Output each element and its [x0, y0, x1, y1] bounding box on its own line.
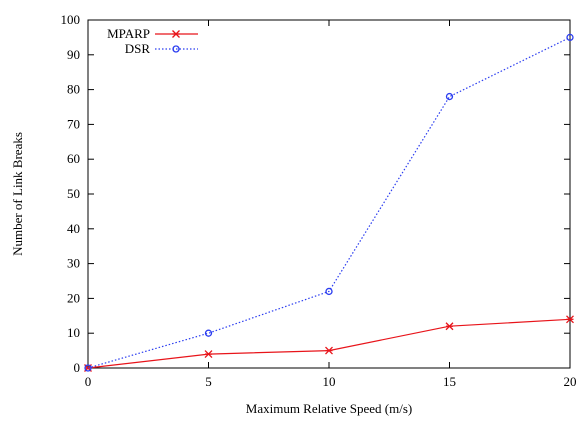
- legend-marker-mparp: [172, 30, 180, 38]
- data-point-mparp-3-stroke-2: [445, 322, 454, 331]
- y-tick-label: 10: [67, 325, 80, 340]
- x-tick-label: 15: [443, 374, 456, 389]
- data-point-dsr-4: [566, 33, 574, 42]
- y-tick-label: 90: [67, 47, 80, 62]
- x-axis-title: Maximum Relative Speed (m/s): [246, 401, 412, 416]
- y-tick-label: 0: [74, 360, 81, 375]
- y-tick-label: 80: [67, 82, 80, 97]
- y-axis-title: Number of Link Breaks: [10, 132, 25, 256]
- y-tick-label: 40: [67, 221, 80, 236]
- x-tick-label: 5: [205, 374, 212, 389]
- series-line-dsr: [87, 36, 571, 369]
- y-tick-label: 30: [67, 256, 80, 271]
- legend-marker-mparp-stroke-2: [172, 30, 180, 38]
- y-tick-label: 100: [61, 12, 81, 27]
- data-point-mparp-4: [566, 315, 574, 324]
- data-point-mparp-2: [325, 346, 333, 355]
- series-mparp: [84, 315, 574, 372]
- legend-label-dsr: DSR: [125, 41, 151, 56]
- y-tick-label: 60: [67, 151, 80, 166]
- y-tick-label: 50: [67, 186, 80, 201]
- series-line-mparp: [87, 318, 571, 369]
- data-point-mparp-3: [445, 322, 454, 331]
- y-tick-label: 20: [67, 290, 80, 305]
- data-point-dsr-3: [445, 92, 454, 101]
- data-point-mparp-2-stroke-2: [325, 346, 333, 355]
- data-point-dsr-0: [84, 364, 92, 372]
- data-point-mparp-1: [204, 350, 213, 359]
- x-tick-label: 0: [85, 374, 92, 389]
- plot-area-frame: [87, 19, 571, 369]
- x-tick-label: 10: [323, 374, 336, 389]
- data-point-dsr-1: [204, 329, 213, 337]
- data-point-mparp-1-stroke-2: [204, 350, 213, 359]
- x-tick-label: 20: [564, 374, 577, 389]
- data-point-mparp-4-stroke-2: [566, 315, 574, 324]
- y-tick-label: 70: [67, 116, 80, 131]
- legend-label-mparp: MPARP: [107, 26, 150, 41]
- series-dsr: [84, 33, 574, 372]
- data-point-dsr-2: [325, 287, 333, 296]
- legend-marker-dsr: [172, 45, 180, 53]
